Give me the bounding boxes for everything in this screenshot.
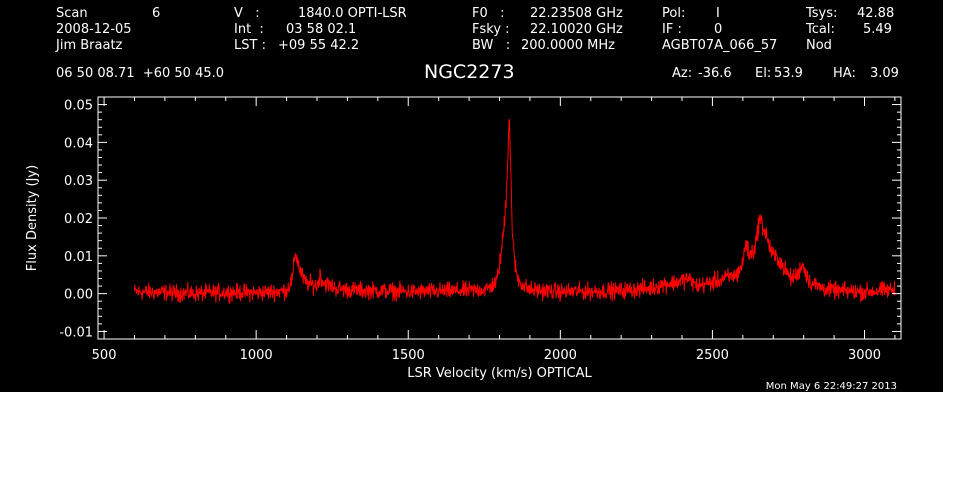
spectrum-plot-panel: Scan 6 2008-12-05 Jim Braatz V : 1840.0 …: [0, 0, 943, 392]
observer-name: Jim Braatz: [56, 38, 123, 53]
project-id: AGBT07A_066_57: [662, 38, 778, 53]
observation-date: 2008-12-05: [56, 22, 132, 37]
if-label: IF :: [662, 22, 682, 37]
pol-value: I: [716, 6, 720, 21]
y-tick-label: 0.05: [64, 99, 93, 114]
tsys-label: Tsys:: [806, 6, 838, 21]
bandwidth-value: 200.0000 MHz: [521, 38, 615, 53]
x-tick-label: 500: [92, 348, 117, 363]
tick-layer: 500 1000 1500 2000 2500 3000 -0.01 0.00 0.01 0.02…: [59, 97, 901, 363]
lst-value: +09 55 42.2: [278, 38, 360, 53]
y-tick-label: -0.01: [59, 325, 93, 340]
if-value: 0: [714, 22, 723, 37]
scan-label: Scan: [56, 6, 88, 21]
fsky-value: 22.10020 GHz: [530, 22, 623, 37]
hour-angle-label: HA:: [833, 66, 856, 81]
azimuth-value: -36.6: [698, 66, 732, 81]
plot-timestamp: Mon May 6 22:49:27 2013: [766, 381, 897, 392]
x-tick-label: 1500: [392, 348, 425, 363]
y-tick-label: 0.00: [64, 288, 93, 303]
x-tick-label: 2500: [696, 348, 729, 363]
spectrum-chart: 500 1000 1500 2000 2500 3000 -0.01 0.00 0.01 0.02…: [25, 96, 902, 392]
x-tick-label: 3000: [848, 348, 881, 363]
pol-label: Pol:: [662, 6, 686, 21]
tsys-value: 42.88: [857, 6, 895, 21]
source-coordinates: 06 50 08.71 +60 50 45.0: [56, 66, 225, 81]
y-tick-label: 0.03: [64, 174, 93, 189]
hour-angle-value: 3.09: [870, 66, 899, 81]
fsky-label: Fsky :: [472, 22, 510, 37]
f0-value: 22.23508 GHz: [530, 6, 623, 21]
azimuth-label: Az:: [672, 66, 693, 81]
bandwidth-label: BW :: [472, 38, 511, 53]
f0-label: F0 :: [472, 6, 505, 21]
y-tick-label: 0.01: [64, 250, 93, 265]
x-tick-label: 2000: [544, 348, 577, 363]
tcal-label: Tcal:: [806, 22, 835, 37]
elevation-value: 53.9: [774, 66, 803, 81]
integration-label: Int :: [234, 22, 264, 37]
elevation-label: El:: [755, 66, 772, 81]
velocity-label: V :: [234, 6, 260, 21]
scan-value: 6: [152, 6, 161, 21]
x-axis-label: LSR Velocity (km/s) OPTICAL: [407, 366, 592, 381]
velocity-value: 1840.0 OPTI-LSR: [298, 6, 407, 21]
integration-value: 03 58 02.1: [286, 22, 357, 37]
y-tick-label: 0.02: [64, 212, 93, 227]
y-tick-label: 0.04: [64, 136, 93, 151]
tcal-value: 5.49: [863, 22, 892, 37]
y-axis-label: Flux Density (Jy): [25, 165, 40, 271]
source-name-title: NGC2273: [424, 61, 515, 83]
spectrum-trace: [134, 118, 896, 305]
plot-frame: [97, 96, 902, 340]
lst-label: LST :: [234, 38, 266, 53]
observing-mode: Nod: [806, 38, 832, 53]
spectrum-layer: [134, 118, 896, 305]
x-tick-label: 1000: [240, 348, 273, 363]
